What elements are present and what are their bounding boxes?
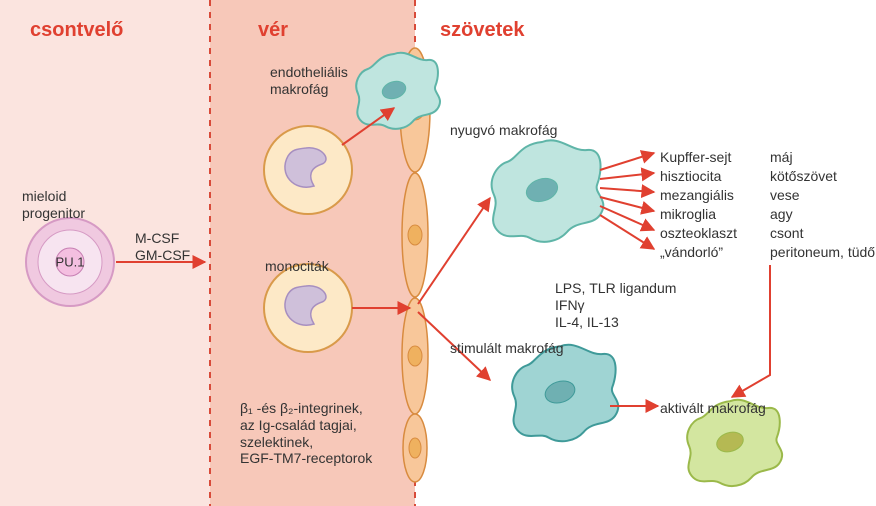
label-mcsf: M-CSFGM-CSF <box>135 230 190 264</box>
cell-monocyte-bottom <box>264 264 352 352</box>
cell-monocyte-top <box>264 126 352 214</box>
list-macrophage-locations: májkötőszövetveseagycsontperitoneum, tüd… <box>770 148 875 262</box>
label-activated-macrophage: aktivált makrofág <box>660 400 766 417</box>
label-stimulated-macrophage: stimulált makrofág <box>450 340 564 357</box>
label-stimuli: LPS, TLR ligandumIFNγIL-4, IL-13 <box>555 280 676 330</box>
header-bone-marrow: csontvelő <box>30 18 123 42</box>
arrow-rest-t1 <box>600 153 654 170</box>
header-tissues: szövetek <box>440 18 525 42</box>
arrow-split-up <box>418 198 490 304</box>
diagram-svg: PU.1 <box>0 0 876 506</box>
label-myeloid-progenitor: mieloidprogenitor <box>22 188 85 222</box>
list-macrophage-types: Kupffer-sejthisztiocitamezangiálismikrog… <box>660 148 737 262</box>
label-monocytes: monociták <box>265 258 329 275</box>
cell-resting-macrophage <box>492 140 604 242</box>
label-pu1: PU.1 <box>56 255 85 270</box>
arrow-types-to-act <box>732 265 770 397</box>
arrow-rest-t2 <box>600 173 654 179</box>
cell-stimulated-macrophage <box>512 345 618 441</box>
label-resting-macrophage: nyugvó makrofág <box>450 122 557 139</box>
label-endothelial-macrophage: endotheliálismakrofág <box>270 64 348 98</box>
cell-myeloid-progenitor: PU.1 <box>26 218 114 306</box>
header-blood: vér <box>258 18 288 42</box>
diagram-root: PU.1 csontvelő vér szövetek mieloidproge… <box>0 0 876 506</box>
arrow-rest-t3 <box>600 188 654 192</box>
label-integrins: β₁ -és β₂-integrinek,az Ig-család tagjai… <box>240 400 372 467</box>
arrow-rest-t6 <box>600 215 654 249</box>
